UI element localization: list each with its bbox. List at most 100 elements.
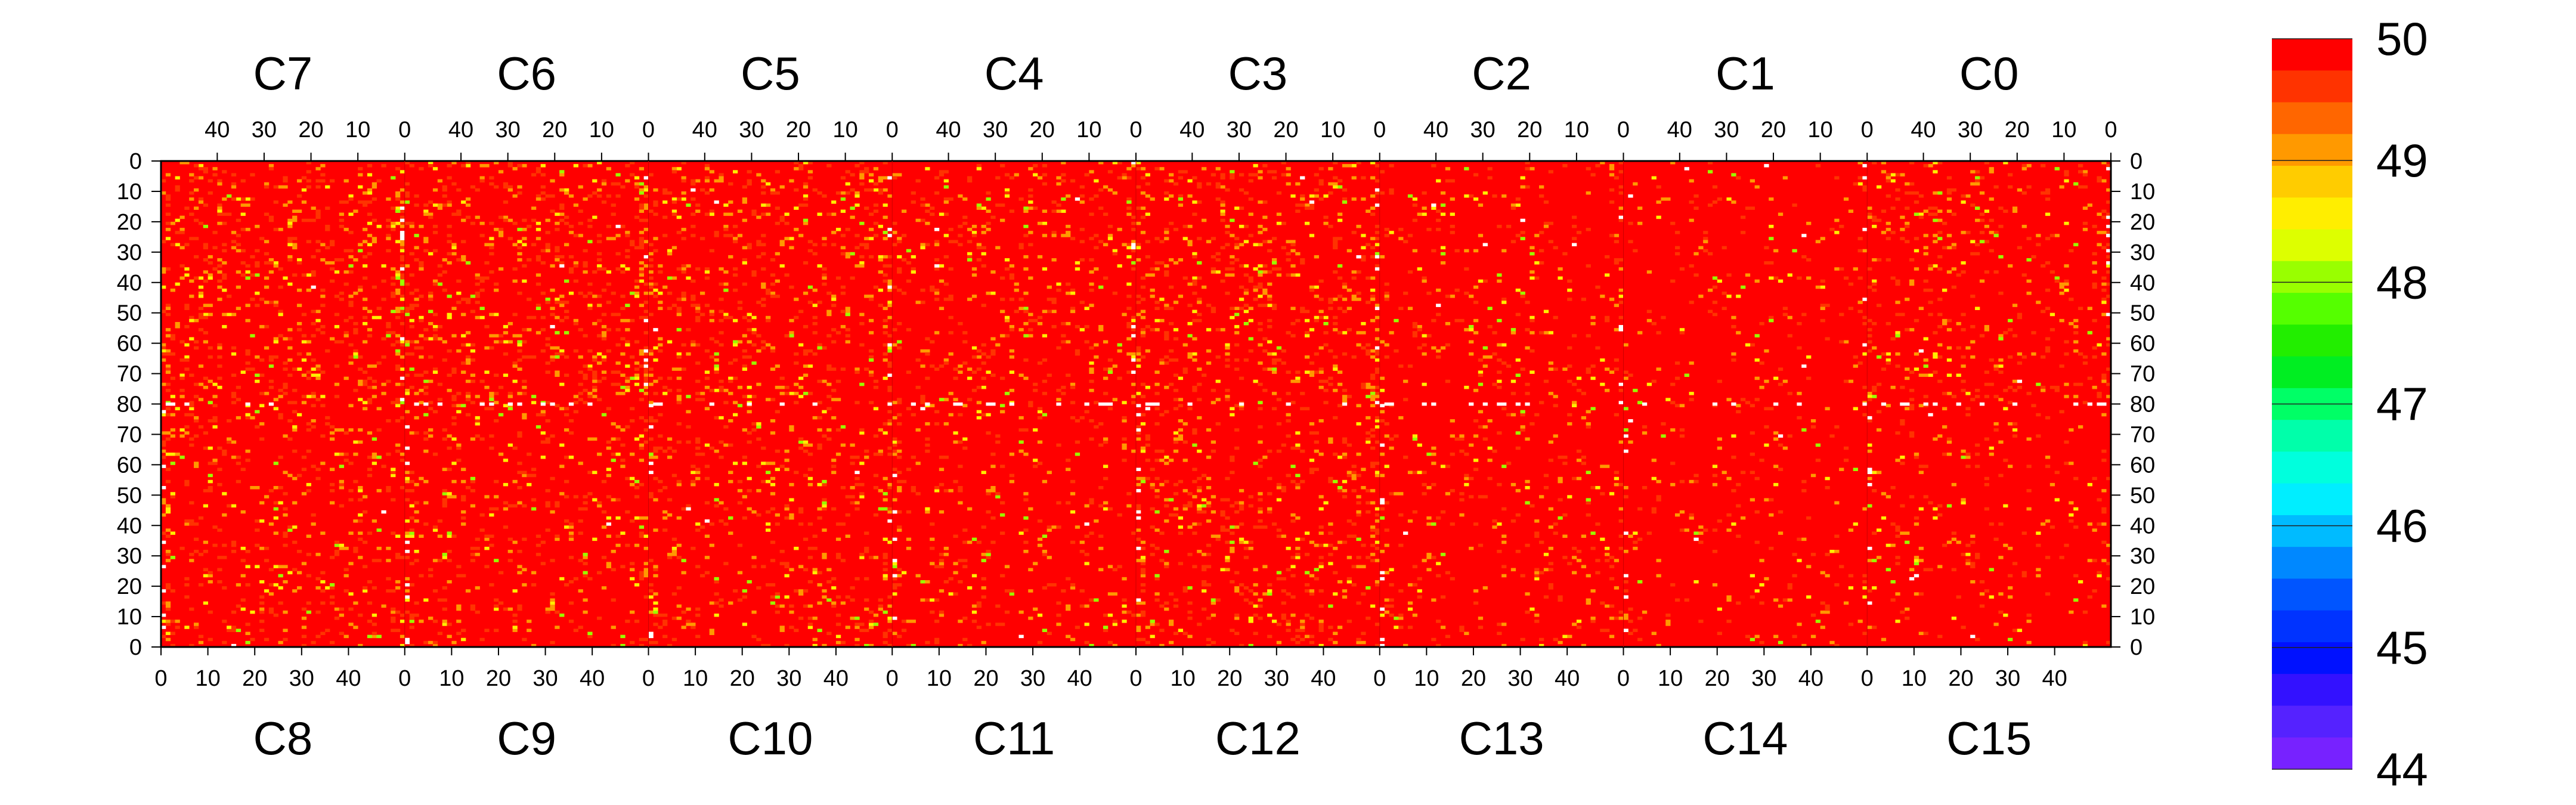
heatmap-cell: [1009, 325, 1015, 329]
heatmap-cell: [428, 355, 434, 359]
heatmap-cell: [165, 304, 171, 307]
heatmap-cell: [1000, 376, 1005, 380]
heatmap-cell: [395, 382, 401, 386]
heatmap-cell: [1318, 620, 1324, 623]
heatmap-cell-empty: [311, 285, 316, 289]
heatmap-cell: [250, 367, 255, 371]
heatmap-cell: [409, 273, 414, 277]
heatmap-cell: [789, 626, 794, 629]
heatmap-cell: [756, 382, 761, 386]
heatmap-cell: [1107, 224, 1113, 228]
heatmap-cell: [1182, 370, 1188, 374]
heatmap-cell: [320, 462, 326, 465]
heatmap-cell: [714, 340, 719, 344]
heatmap-cell: [1351, 295, 1357, 298]
heatmap-cell: [817, 301, 822, 304]
heatmap-cell: [681, 270, 686, 274]
heatmap-cell: [1239, 173, 1244, 177]
heatmap-cell: [812, 288, 818, 292]
heatmap-cell: [934, 565, 940, 568]
heatmap-cell: [1164, 601, 1169, 605]
heatmap-cell: [161, 343, 166, 347]
heatmap-cell: [1159, 318, 1165, 323]
heatmap-cell: [597, 267, 602, 271]
heatmap-cell: [1023, 358, 1029, 362]
heatmap-cell: [363, 255, 368, 259]
heatmap-cell: [798, 343, 804, 347]
heatmap-cell: [503, 325, 509, 329]
heatmap-cell: [259, 519, 265, 523]
heatmap-cell: [194, 382, 199, 386]
heatmap-cell: [189, 407, 194, 411]
heatmap-cell: [198, 164, 204, 168]
heatmap-cell: [587, 392, 593, 395]
heatmap-cell: [461, 200, 466, 204]
heatmap-cell: [934, 176, 940, 179]
heatmap-cell: [208, 346, 213, 350]
heatmap-cell: [887, 595, 893, 599]
heatmap-cell: [887, 364, 893, 368]
heatmap-cell: [245, 197, 250, 201]
heatmap-cell: [255, 264, 260, 268]
heatmap-cell: [1295, 640, 1301, 645]
heatmap-cell: [835, 228, 841, 231]
heatmap-cell: [930, 404, 935, 407]
heatmap-cell: [1290, 637, 1296, 642]
heatmap-cell: [639, 516, 645, 520]
heatmap-cell: [320, 258, 326, 262]
heatmap-cell: [943, 456, 949, 459]
heatmap-cell: [789, 604, 794, 608]
heatmap-cell: [756, 349, 761, 353]
heatmap-cell: [1337, 580, 1343, 584]
heatmap-cell: [503, 607, 509, 611]
heatmap-cell: [465, 301, 471, 304]
heatmap-cell-empty: [404, 446, 410, 450]
heatmap-cell: [315, 467, 321, 471]
heatmap-cell: [386, 331, 391, 335]
heatmap-cell: [962, 340, 968, 344]
heatmap-cell: [339, 218, 344, 222]
heatmap-cell: [212, 382, 218, 386]
heatmap-cell: [695, 398, 701, 401]
heatmap-cell: [1356, 298, 1361, 301]
heatmap-cell: [1169, 194, 1174, 198]
heatmap-cell: [1131, 215, 1137, 219]
heatmap-cell: [545, 301, 550, 304]
heatmap-cell: [194, 318, 199, 323]
heatmap-cell: [892, 449, 897, 453]
heatmap-cell: [704, 556, 710, 559]
heatmap-cell: [892, 631, 897, 636]
heatmap-cell-empty: [404, 637, 410, 642]
heatmap-cell: [296, 571, 302, 575]
heatmap-cell: [854, 264, 860, 268]
heatmap-cell: [376, 179, 382, 183]
heatmap-cell: [306, 170, 311, 174]
heatmap-cell: [358, 167, 363, 171]
heatmap-cell: [728, 200, 733, 204]
heatmap-cell: [545, 249, 550, 253]
heatmap-cell: [259, 392, 265, 395]
heatmap-cell: [1234, 613, 1240, 617]
heatmap-cell: [1126, 492, 1132, 496]
heatmap-cell: [550, 604, 555, 608]
heatmap-cell: [273, 337, 278, 340]
heatmap-cell: [217, 270, 222, 274]
heatmap-cell: [315, 364, 321, 368]
heatmap-cell: [601, 479, 607, 484]
heatmap-cell: [1202, 583, 1207, 587]
heatmap-cell: [371, 395, 377, 398]
heatmap-cell: [409, 617, 414, 620]
heatmap-cell: [198, 634, 204, 639]
heatmap-cell: [653, 592, 658, 596]
heatmap-cell: [1061, 209, 1066, 213]
heatmap-cell: [189, 197, 194, 201]
heatmap-cell: [583, 571, 588, 575]
heatmap-cell: [1328, 382, 1333, 386]
heatmap-cell: [728, 234, 733, 237]
heatmap-cell: [807, 482, 813, 487]
heatmap-cell: [892, 416, 897, 420]
heatmap-cell: [822, 482, 827, 487]
heatmap-cell: [296, 367, 302, 371]
heatmap-cell: [550, 312, 555, 317]
heatmap-cell: [550, 476, 555, 481]
